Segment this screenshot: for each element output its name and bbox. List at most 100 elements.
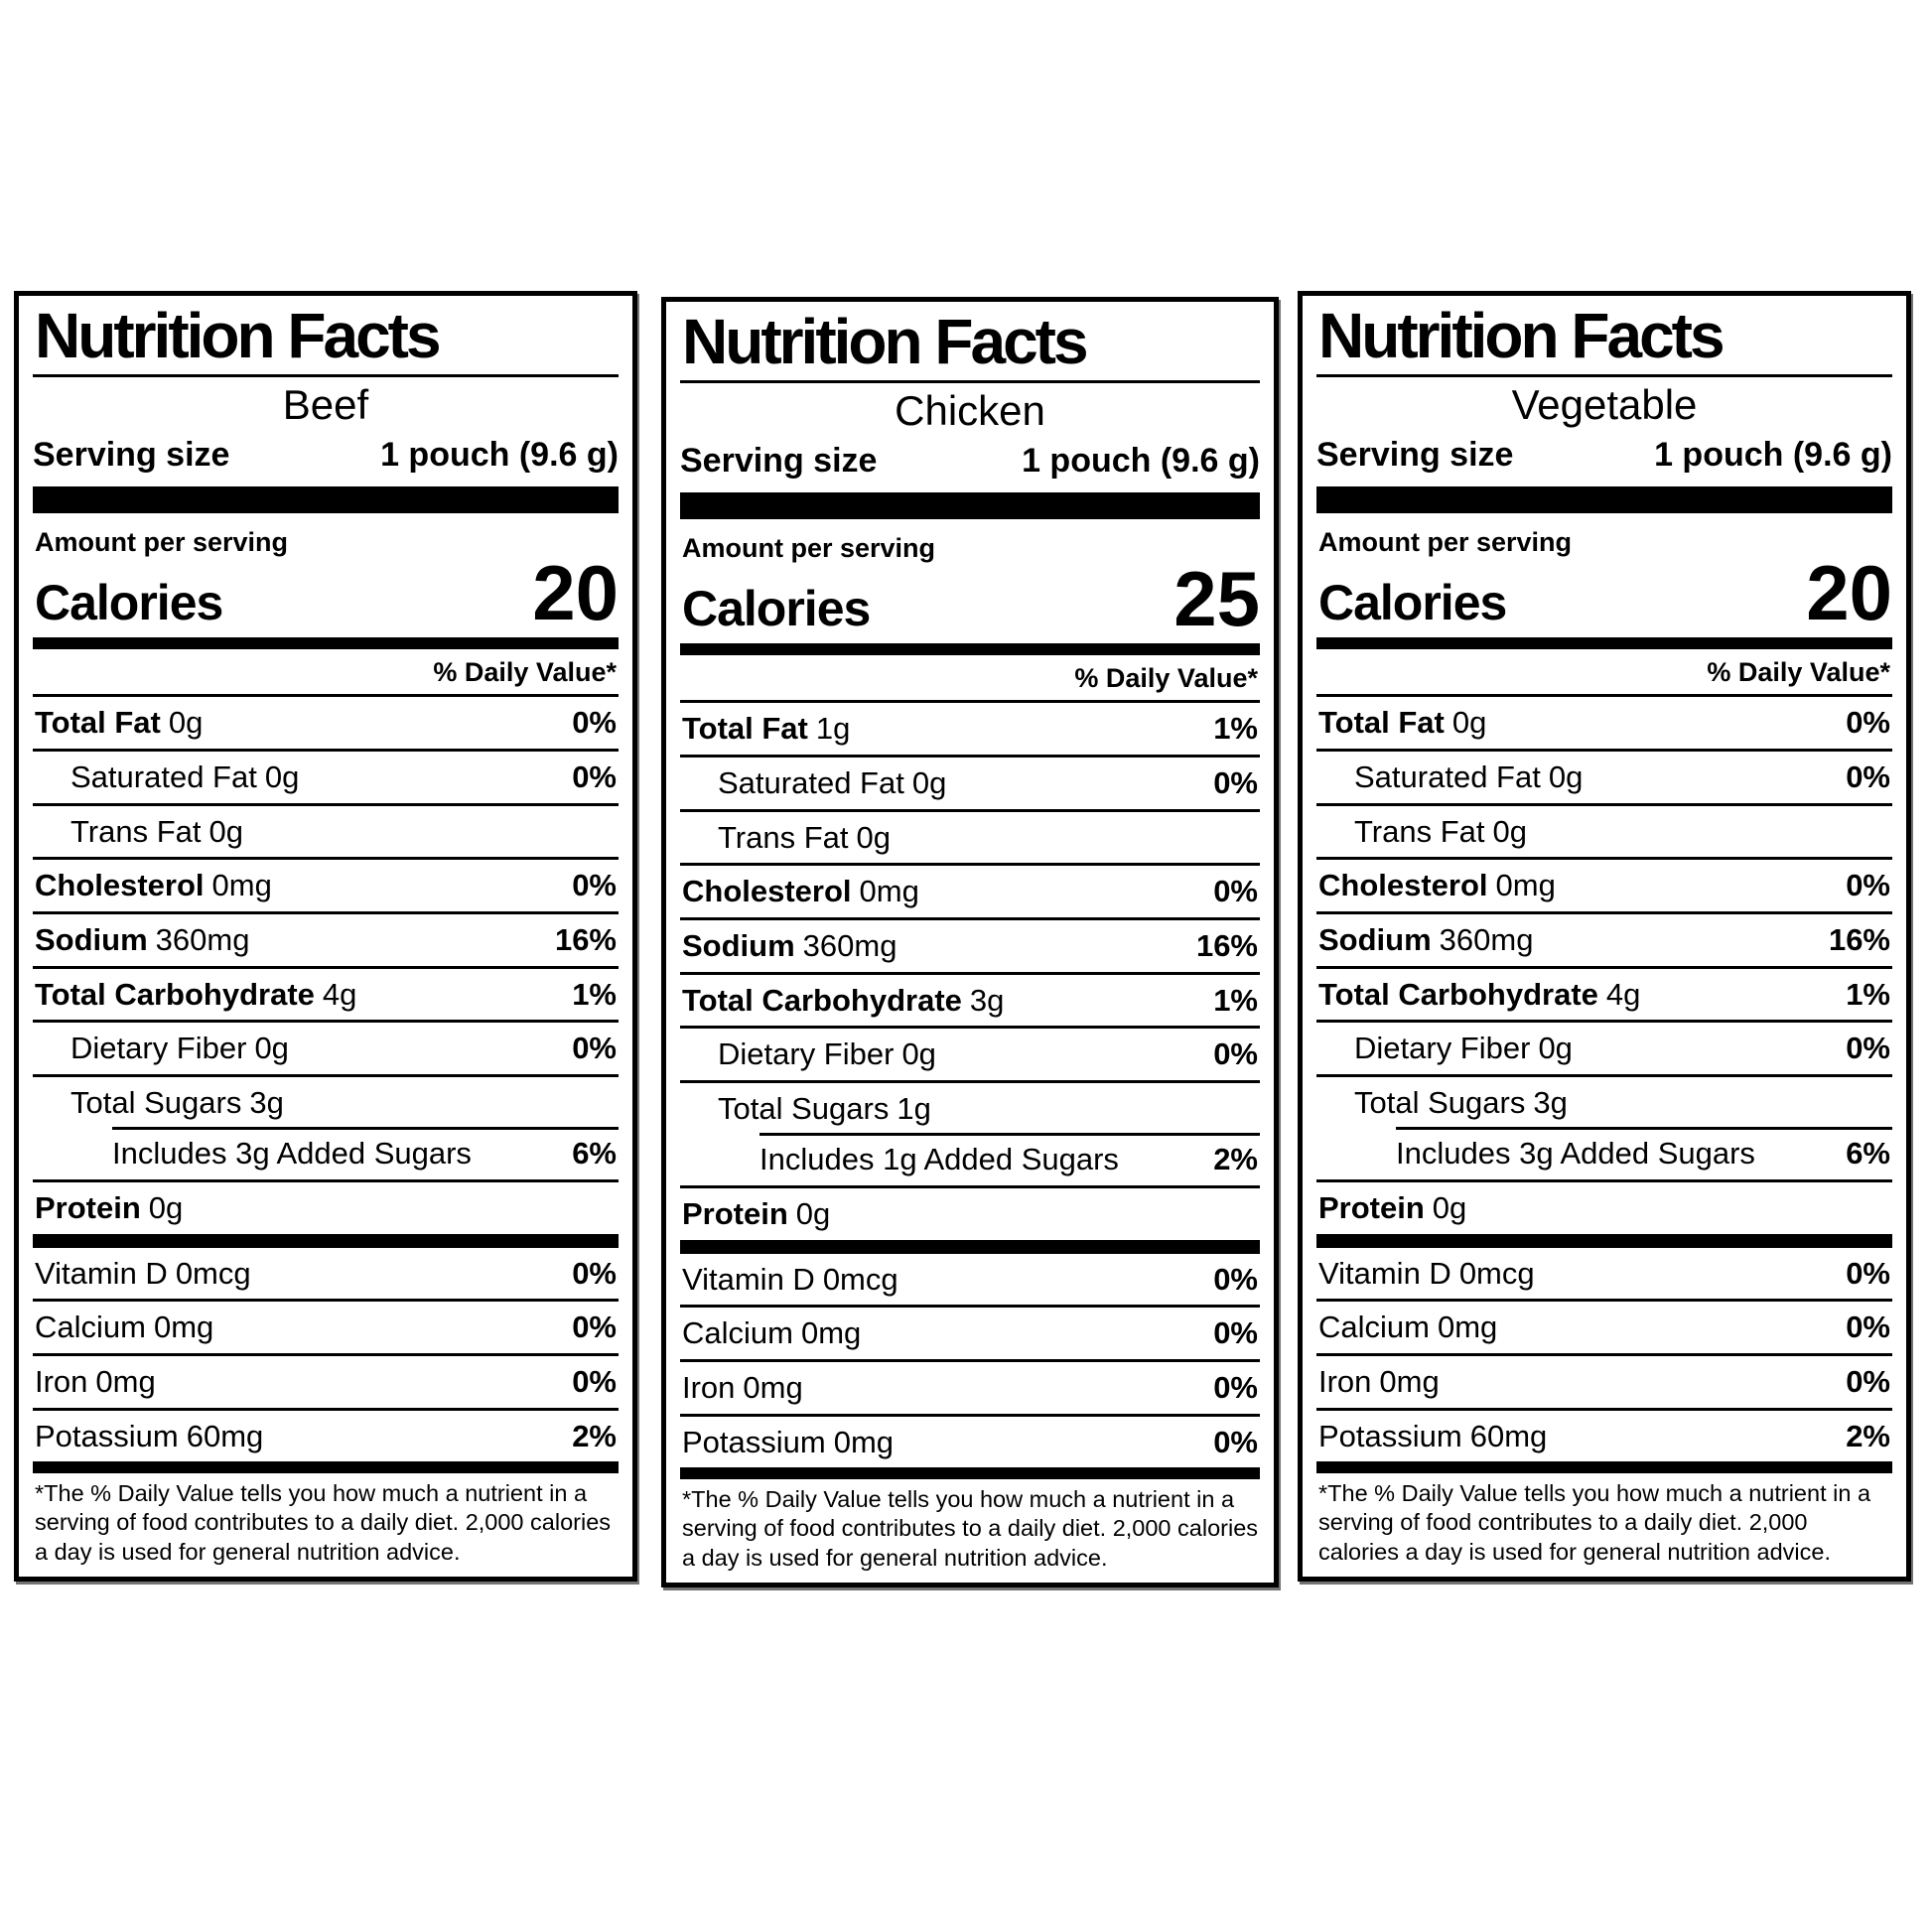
- label-variant: Chicken: [895, 387, 1045, 435]
- nutrient-row: Dietary Fiber 0g 0%: [33, 1020, 619, 1074]
- nutrient-name: Dietary Fiber: [1354, 1031, 1531, 1066]
- nutrient-text: Sodium 360mg: [682, 928, 897, 964]
- thick-divider-bar: [680, 1467, 1260, 1480]
- calories-label: Calories: [1318, 575, 1507, 631]
- nutrient-daily-value: 16%: [1828, 921, 1890, 957]
- medium-divider-bar: [680, 643, 1260, 656]
- thick-divider-bar: [33, 1233, 619, 1248]
- nutrient-daily-value: 0%: [1846, 1031, 1890, 1066]
- nutrient-text: Trans Fat 0g: [35, 814, 243, 850]
- nutrient-name: Iron: [1318, 1363, 1372, 1399]
- nutrient-name: Includes 3g Added Sugars: [112, 1136, 472, 1172]
- nutrient-amount: 0mcg: [822, 1261, 898, 1297]
- nutrient-name: Protein: [682, 1196, 788, 1232]
- nutrient-row: Includes 3g Added Sugars 6%: [33, 1127, 619, 1179]
- nutrient-row: Total Carbohydrate 4g 1%: [33, 965, 619, 1021]
- nutrient-text: Vitamin D 0mcg: [682, 1262, 898, 1298]
- nutrient-daily-value: 0%: [1213, 1261, 1258, 1297]
- nutrient-name: Vitamin D: [35, 1255, 168, 1291]
- micronutrient-rows: Vitamin D 0mcg 0% Calcium 0mg 0% Iron 0mg 0% Pota…: [680, 1254, 1260, 1468]
- serving-size-value: 1 pouch (9.6 g): [380, 436, 619, 475]
- nutrient-daily-value: 2%: [572, 1418, 617, 1453]
- nutrient-amount: 0g: [1432, 1190, 1467, 1226]
- nutrient-daily-value: 0%: [572, 705, 617, 741]
- serving-size-value: 1 pouch (9.6 g): [1654, 436, 1892, 475]
- nutrient-row: Iron 0mg 0%: [1316, 1352, 1892, 1408]
- nutrient-daily-value: 1%: [572, 976, 617, 1012]
- nutrient-row: Protein 0g: [33, 1179, 619, 1234]
- nutrient-amount: 0g: [911, 764, 947, 800]
- nutrient-daily-value: 0%: [572, 759, 617, 794]
- nutrient-text: Total Carbohydrate 3g: [682, 983, 1004, 1019]
- nutrient-text: Saturated Fat 0g: [35, 759, 299, 795]
- nutrient-amount: 4g: [1605, 976, 1641, 1012]
- nutrient-daily-value: 0%: [1846, 1310, 1890, 1345]
- nutrient-name: Includes 1g Added Sugars: [759, 1142, 1119, 1177]
- nutrient-amount: 0g: [264, 759, 300, 794]
- nutrient-text: Total Carbohydrate 4g: [1318, 977, 1640, 1013]
- nutrient-row: Saturated Fat 0g 0%: [33, 748, 619, 803]
- nutrient-name: Potassium: [1318, 1418, 1462, 1453]
- nutrient-text: Total Carbohydrate 4g: [35, 977, 356, 1013]
- nutrient-amount: 0g: [148, 1190, 184, 1226]
- nutrient-name: Potassium: [682, 1424, 826, 1459]
- nutrient-daily-value: 0%: [1213, 764, 1258, 800]
- medium-divider-bar: [1316, 637, 1892, 650]
- nutrient-daily-value: 6%: [1846, 1136, 1890, 1172]
- nutrient-row: Saturated Fat 0g 0%: [680, 754, 1260, 809]
- nutrient-text: Vitamin D 0mcg: [35, 1256, 251, 1292]
- nutrient-amount: 60mg: [186, 1418, 264, 1453]
- nutrient-row: Vitamin D 0mcg 0%: [1316, 1248, 1892, 1300]
- nutrient-amount: 0mg: [859, 874, 919, 909]
- nutrient-text: Protein 0g: [682, 1196, 830, 1232]
- thick-divider-bar: [1316, 486, 1892, 514]
- macronutrient-rows: Total Fat 0g 0% Saturated Fat 0g 0% Trans Fat 0…: [33, 694, 619, 1233]
- nutrient-name: Iron: [35, 1363, 88, 1399]
- nutrient-amount: 3g: [1533, 1084, 1568, 1120]
- nutrient-name: Protein: [1318, 1190, 1425, 1226]
- daily-value-footnote: *The % Daily Value tells you how much a …: [1318, 1480, 1871, 1565]
- nutrient-row: Vitamin D 0mcg 0%: [680, 1254, 1260, 1306]
- medium-divider-bar: [33, 637, 619, 650]
- nutrient-text: Cholesterol 0mg: [35, 868, 272, 903]
- serving-size-value: 1 pouch (9.6 g): [1022, 442, 1260, 481]
- nutrient-name: Trans Fat: [1354, 813, 1485, 849]
- nutrient-text: Vitamin D 0mcg: [1318, 1256, 1535, 1292]
- daily-value-header: % Daily Value*: [1707, 657, 1890, 688]
- nutrient-name: Vitamin D: [1318, 1255, 1451, 1291]
- nutrient-daily-value: 0%: [1213, 1369, 1258, 1405]
- nutrient-daily-value: 0%: [572, 1255, 617, 1291]
- nutrient-amount: 360mg: [155, 921, 250, 957]
- nutrient-text: Protein 0g: [35, 1190, 183, 1226]
- macronutrient-rows: Total Fat 1g 1% Saturated Fat 0g 0% Trans Fat 0…: [680, 700, 1260, 1239]
- serving-size-row: Serving size 1 pouch (9.6 g): [1316, 430, 1892, 486]
- label-title: Nutrition Facts: [1316, 300, 1892, 378]
- calories-value: 20: [1806, 549, 1892, 637]
- nutrient-daily-value: 2%: [1846, 1418, 1890, 1453]
- nutrient-daily-value: 16%: [554, 921, 617, 957]
- daily-value-footnote: *The % Daily Value tells you how much a …: [35, 1480, 612, 1565]
- nutrient-text: Iron 0mg: [1318, 1364, 1440, 1400]
- nutrient-amount: 0g: [1538, 1031, 1573, 1066]
- nutrient-amount: 360mg: [802, 927, 897, 963]
- nutrient-row: Cholesterol 0mg 0%: [1316, 857, 1892, 911]
- nutrient-text: Trans Fat 0g: [682, 820, 891, 856]
- nutrient-text: Calcium 0mg: [682, 1315, 861, 1351]
- nutrient-text: Saturated Fat 0g: [1318, 759, 1583, 795]
- nutrient-text: Dietary Fiber 0g: [35, 1031, 289, 1066]
- nutrient-daily-value: 0%: [572, 1310, 617, 1345]
- nutrient-daily-value: 0%: [572, 1031, 617, 1066]
- macronutrient-rows: Total Fat 0g 0% Saturated Fat 0g 0% Trans Fat 0…: [1316, 694, 1892, 1233]
- nutrient-row: Potassium 60mg 2%: [1316, 1407, 1892, 1462]
- nutrient-amount: 0mg: [153, 1310, 214, 1345]
- nutrient-name: Total Carbohydrate: [682, 982, 962, 1018]
- nutrient-name: Includes 3g Added Sugars: [1396, 1136, 1755, 1172]
- nutrient-row: Calcium 0mg 0%: [680, 1305, 1260, 1359]
- nutrient-name: Vitamin D: [682, 1261, 815, 1297]
- nutrient-amount: 0g: [1492, 813, 1527, 849]
- calories-label: Calories: [35, 575, 223, 631]
- nutrient-amount: 1g: [897, 1090, 931, 1126]
- nutrient-text: Cholesterol 0mg: [682, 874, 919, 909]
- nutrient-name: Cholesterol: [1318, 868, 1488, 903]
- nutrient-amount: 0g: [254, 1031, 289, 1066]
